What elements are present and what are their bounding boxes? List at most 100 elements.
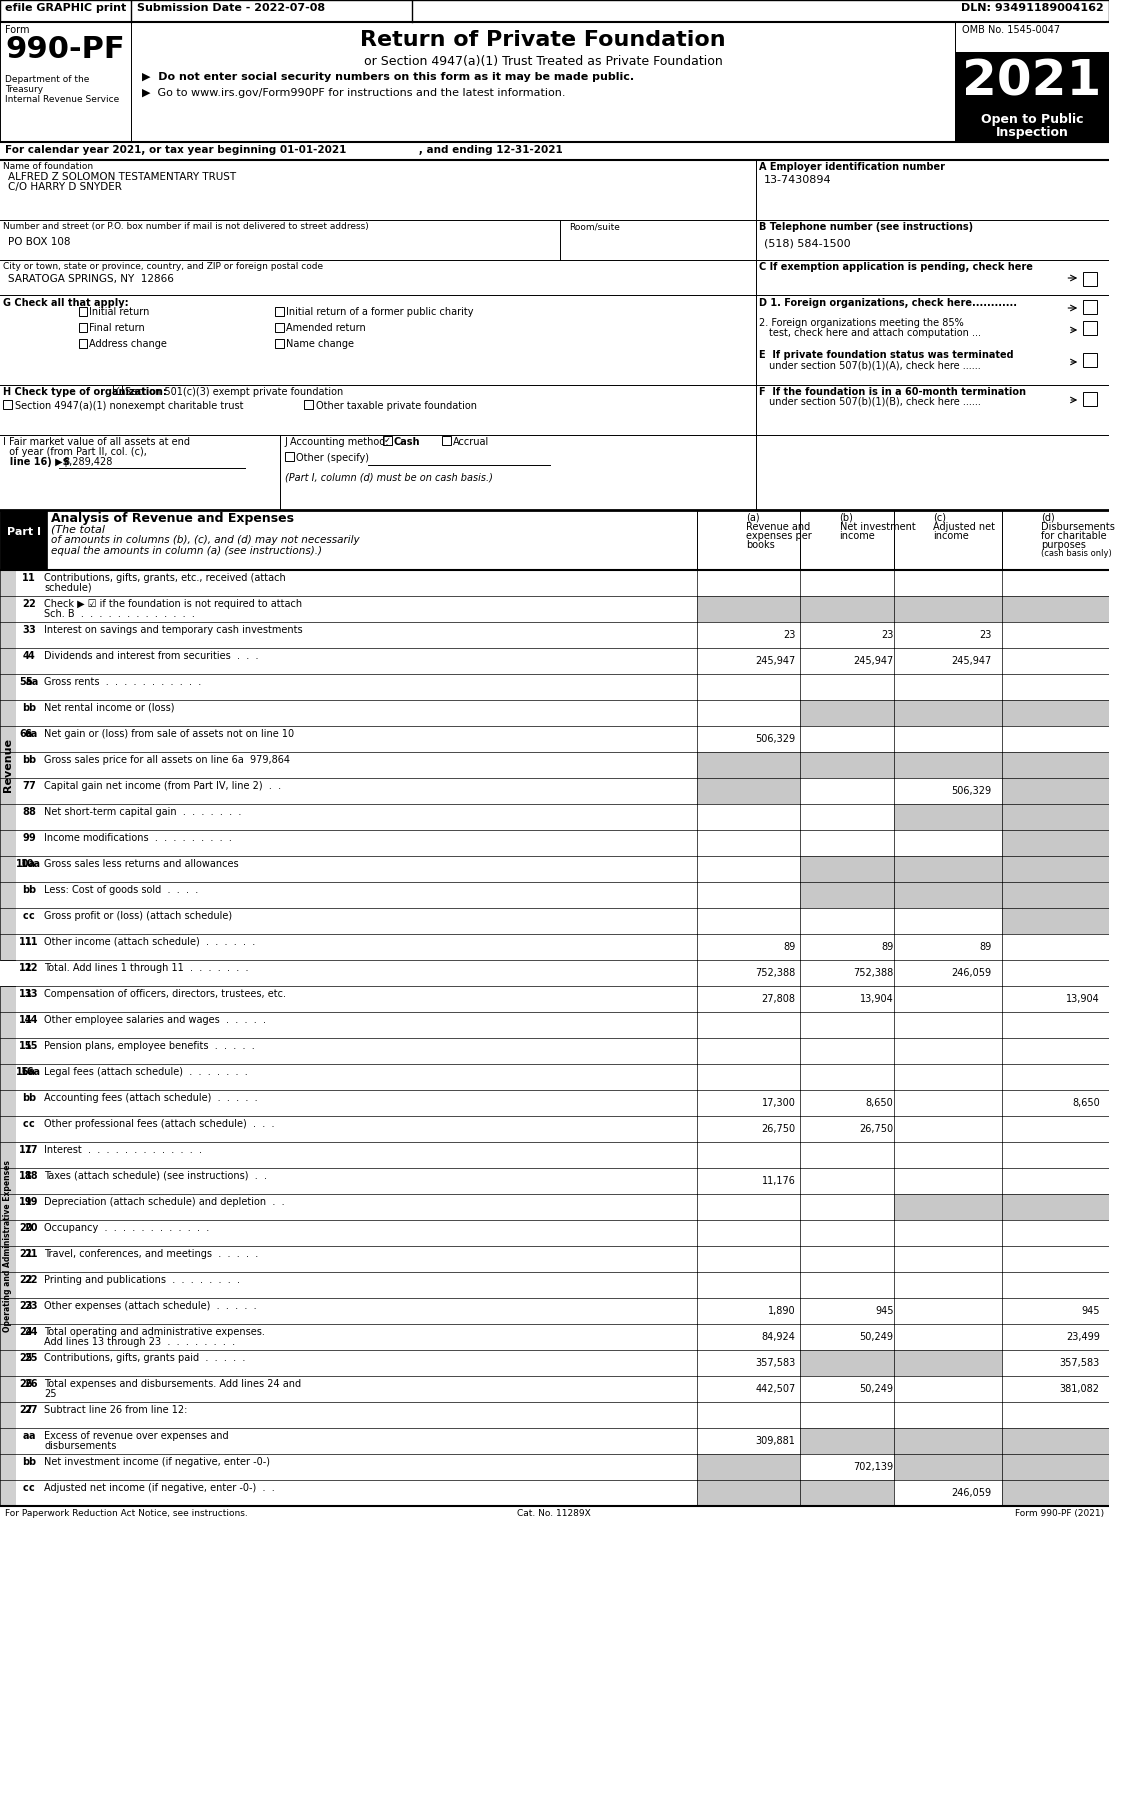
Bar [800, 595, 893, 622]
Bar [0, 933, 1109, 960]
Text: 20: 20 [19, 1223, 33, 1233]
Text: 5a: 5a [19, 678, 32, 687]
Text: 21: 21 [25, 1250, 38, 1259]
Bar [698, 779, 800, 804]
Text: Compensation of officers, directors, trustees, etc.: Compensation of officers, directors, tru… [44, 989, 286, 1000]
Text: H Check type of organization:: H Check type of organization: [3, 387, 167, 397]
Bar [441, 435, 450, 444]
Text: Contributions, gifts, grants, etc., received (attach: Contributions, gifts, grants, etc., rece… [44, 574, 286, 583]
Text: A Employer identification number: A Employer identification number [759, 162, 945, 173]
Bar [275, 324, 283, 333]
Bar [16, 1298, 35, 1323]
Text: b: b [28, 755, 35, 764]
Bar [16, 752, 35, 779]
Text: 8: 8 [23, 807, 29, 816]
Bar [16, 1064, 35, 1090]
Bar [0, 647, 1109, 674]
Bar [893, 1455, 1001, 1480]
Bar [698, 1480, 800, 1507]
Text: 990-PF: 990-PF [5, 34, 124, 65]
Bar [893, 856, 1001, 883]
Bar [0, 804, 1109, 831]
Text: 26,750: 26,750 [859, 1124, 893, 1135]
Bar [0, 511, 1109, 570]
Text: 23: 23 [19, 1302, 33, 1311]
Bar [0, 622, 1109, 647]
Text: For Paperwork Reduction Act Notice, see instructions.: For Paperwork Reduction Act Notice, see … [5, 1509, 247, 1518]
Text: 22: 22 [25, 1275, 38, 1286]
Text: Printing and publications  .  .  .  .  .  .  .  .: Printing and publications . . . . . . . … [44, 1275, 240, 1286]
Text: income: income [933, 530, 969, 541]
Text: C/O HARRY D SNYDER: C/O HARRY D SNYDER [8, 182, 122, 192]
Bar [800, 1480, 893, 1507]
Bar [16, 647, 35, 674]
Bar [0, 1064, 1109, 1090]
Text: Other professional fees (attach schedule)  .  .  .: Other professional fees (attach schedule… [44, 1118, 274, 1129]
Bar [0, 985, 16, 1507]
Text: Department of the: Department of the [5, 76, 89, 85]
Text: 11: 11 [19, 937, 33, 948]
Text: Inspection: Inspection [996, 126, 1068, 138]
Bar [16, 699, 35, 726]
Text: Net investment income (if negative, enter -0-): Net investment income (if negative, ente… [44, 1456, 270, 1467]
Text: 23: 23 [784, 629, 795, 640]
Text: Address change: Address change [89, 340, 167, 349]
Bar [1001, 779, 1109, 804]
Text: B Telephone number (see instructions): B Telephone number (see instructions) [759, 221, 973, 232]
Text: 245,947: 245,947 [952, 656, 991, 665]
Bar [0, 831, 1109, 856]
Text: Legal fees (attach schedule)  .  .  .  .  .  .  .: Legal fees (attach schedule) . . . . . .… [44, 1066, 248, 1077]
Text: 4: 4 [28, 651, 35, 662]
Bar [800, 699, 893, 726]
Text: 1: 1 [23, 574, 29, 583]
Text: 6a: 6a [25, 728, 38, 739]
Bar [0, 1246, 1109, 1271]
Text: Operating and Administrative Expenses: Operating and Administrative Expenses [3, 1160, 12, 1332]
Text: 14: 14 [25, 1016, 38, 1025]
Text: 27: 27 [19, 1404, 33, 1415]
Text: 4: 4 [23, 651, 29, 662]
Text: 23: 23 [881, 629, 893, 640]
Bar [16, 1012, 35, 1037]
Bar [1083, 271, 1096, 286]
Text: 2: 2 [23, 599, 29, 610]
Text: Accounting fees (attach schedule)  .  .  .  .  .: Accounting fees (attach schedule) . . . … [44, 1093, 257, 1102]
Bar [0, 1142, 1109, 1169]
Bar [16, 674, 35, 699]
Text: a: a [23, 1431, 28, 1440]
Text: Return of Private Foundation: Return of Private Foundation [360, 31, 726, 50]
Text: 245,947: 245,947 [755, 656, 795, 665]
Text: G Check all that apply:: G Check all that apply: [3, 298, 129, 307]
Bar [955, 22, 1109, 52]
Text: Form: Form [5, 25, 29, 34]
Text: books: books [746, 539, 774, 550]
Bar [0, 1090, 1109, 1117]
Text: of year (from Part II, col. (c),: of year (from Part II, col. (c), [3, 448, 147, 457]
Bar [16, 1090, 35, 1117]
Text: DLN: 93491189004162: DLN: 93491189004162 [961, 4, 1104, 13]
Bar [0, 570, 1109, 595]
Bar [16, 570, 35, 595]
Bar [16, 595, 35, 622]
Text: 18: 18 [25, 1170, 38, 1181]
Text: for charitable: for charitable [1041, 530, 1106, 541]
Text: Interest on savings and temporary cash investments: Interest on savings and temporary cash i… [44, 626, 303, 635]
Text: SARATOGA SPRINGS, NY  12866: SARATOGA SPRINGS, NY 12866 [8, 273, 174, 284]
Bar [1001, 699, 1109, 726]
Bar [16, 883, 35, 908]
Text: Sch. B  .  .  .  .  .  .  .  .  .  .  .  .  .: Sch. B . . . . . . . . . . . . . [44, 610, 195, 619]
Text: 3: 3 [28, 626, 35, 635]
Text: F  If the foundation is in a 60-month termination: F If the foundation is in a 60-month ter… [759, 387, 1026, 397]
Bar [893, 752, 1001, 779]
Text: Other income (attach schedule)  .  .  .  .  .  .: Other income (attach schedule) . . . . .… [44, 937, 255, 948]
Bar [0, 779, 1109, 804]
Text: 13-7430894: 13-7430894 [764, 174, 832, 185]
Bar [0, 1402, 1109, 1428]
Bar [1001, 908, 1109, 933]
Text: (Part I, column (d) must be on cash basis.): (Part I, column (d) must be on cash basi… [285, 473, 492, 482]
Text: equal the amounts in column (a) (see instructions).): equal the amounts in column (a) (see ins… [51, 547, 322, 556]
Text: Contributions, gifts, grants paid  .  .  .  .  .: Contributions, gifts, grants paid . . . … [44, 1354, 246, 1363]
Text: b: b [28, 703, 35, 714]
Bar [16, 779, 35, 804]
Text: expenses per: expenses per [746, 530, 812, 541]
